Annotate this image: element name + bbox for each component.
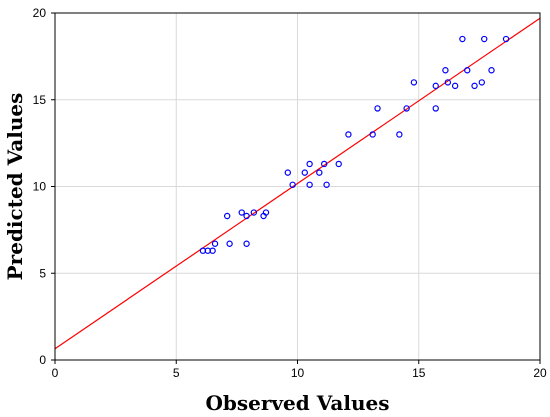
y-tick-label: 5	[39, 266, 46, 280]
data-point	[335, 160, 342, 168]
y-axis-title: Predicted Values	[3, 93, 27, 281]
data-point	[243, 212, 250, 220]
data-point	[306, 181, 313, 188]
data-point	[432, 105, 439, 112]
data-point	[403, 105, 410, 112]
data-point	[211, 240, 219, 247]
data-point	[284, 169, 291, 176]
data-point	[410, 79, 418, 86]
data-point	[444, 79, 452, 86]
grid-lines	[55, 13, 540, 360]
y-tick-label: 0	[39, 353, 46, 367]
data-point	[478, 79, 485, 86]
data-point	[262, 209, 270, 216]
data-point	[442, 67, 449, 74]
data-point	[238, 209, 245, 216]
x-tick-label: 15	[412, 366, 426, 380]
data-points	[199, 35, 510, 254]
data-point	[502, 35, 510, 43]
data-point	[459, 35, 466, 43]
data-point	[481, 35, 488, 43]
x-tick-label: 0	[52, 366, 59, 380]
regression-line	[54, 17, 541, 350]
data-point	[223, 212, 231, 220]
data-point	[306, 160, 313, 168]
data-point	[316, 169, 323, 176]
data-point	[488, 67, 495, 74]
data-point	[320, 160, 328, 168]
x-tick-label: 20	[533, 366, 547, 380]
data-point	[374, 105, 381, 112]
data-point	[369, 131, 376, 138]
y-tick-label: 10	[33, 180, 47, 194]
y-tick-label: 15	[33, 93, 47, 107]
data-point	[345, 131, 352, 138]
data-point	[471, 82, 478, 90]
data-point	[323, 181, 330, 188]
y-tick-label: 20	[33, 6, 47, 20]
x-tick-label: 10	[291, 366, 305, 380]
x-tick-label: 5	[173, 366, 180, 380]
data-point	[396, 131, 403, 138]
axis-ticks: 0 5 10 15 20 0 5 10 15 20	[33, 6, 547, 380]
data-point	[209, 247, 216, 254]
data-point	[432, 82, 439, 90]
x-axis-title: Observed Values	[206, 391, 390, 415]
data-point	[301, 169, 308, 176]
data-point	[464, 67, 471, 74]
data-point	[250, 209, 258, 216]
data-point	[451, 82, 459, 90]
data-point	[226, 240, 233, 247]
data-point	[243, 240, 250, 247]
data-point	[289, 181, 296, 188]
